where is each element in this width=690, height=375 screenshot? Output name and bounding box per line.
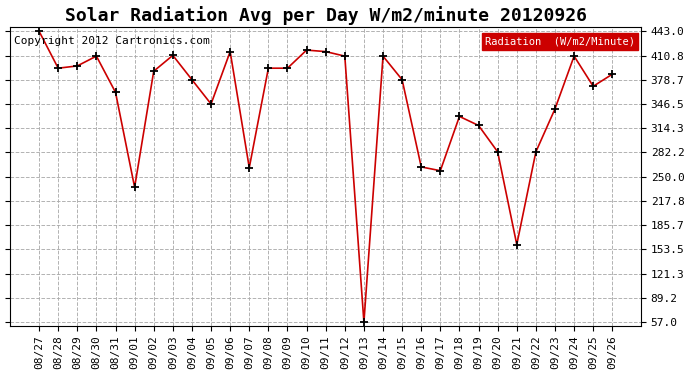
Title: Solar Radiation Avg per Day W/m2/minute 20120926: Solar Radiation Avg per Day W/m2/minute … bbox=[65, 6, 586, 24]
Text: Radiation  (W/m2/Minute): Radiation (W/m2/Minute) bbox=[484, 36, 635, 46]
Text: Copyright 2012 Cartronics.com: Copyright 2012 Cartronics.com bbox=[14, 36, 209, 46]
